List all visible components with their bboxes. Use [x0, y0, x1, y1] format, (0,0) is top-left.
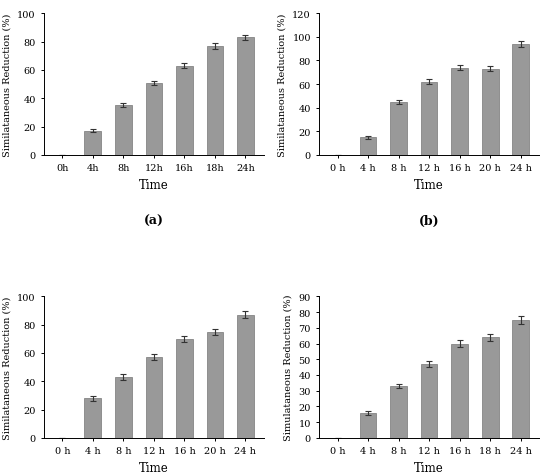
- Bar: [237, 38, 254, 156]
- Text: (a): (a): [144, 215, 164, 228]
- Bar: [482, 69, 498, 156]
- Bar: [421, 82, 437, 156]
- Bar: [115, 106, 132, 156]
- Bar: [360, 413, 377, 438]
- Bar: [146, 357, 162, 438]
- Bar: [237, 315, 254, 438]
- Text: (b): (b): [419, 215, 439, 228]
- Bar: [206, 332, 223, 438]
- X-axis label: Time: Time: [139, 178, 169, 191]
- Bar: [176, 67, 193, 156]
- Bar: [512, 45, 529, 156]
- Y-axis label: Simulataneous Reduction (%): Simulataneous Reduction (%): [284, 294, 293, 440]
- Bar: [421, 364, 437, 438]
- Y-axis label: Similataneous Reduction (%): Similataneous Reduction (%): [278, 13, 287, 157]
- Bar: [360, 138, 377, 156]
- Bar: [206, 47, 223, 156]
- Bar: [512, 320, 529, 438]
- Y-axis label: Similataneous Reduction (%): Similataneous Reduction (%): [3, 296, 12, 439]
- Bar: [390, 386, 407, 438]
- Y-axis label: Similataneous Reduction (%): Similataneous Reduction (%): [3, 13, 12, 157]
- Bar: [176, 339, 193, 438]
- Bar: [482, 337, 498, 438]
- Bar: [85, 131, 101, 156]
- Bar: [115, 377, 132, 438]
- Bar: [85, 398, 101, 438]
- X-axis label: Time: Time: [414, 461, 444, 474]
- Bar: [390, 102, 407, 156]
- X-axis label: Time: Time: [414, 178, 444, 191]
- Bar: [451, 69, 468, 156]
- Bar: [146, 83, 162, 156]
- X-axis label: Time: Time: [139, 461, 169, 474]
- Bar: [451, 344, 468, 438]
